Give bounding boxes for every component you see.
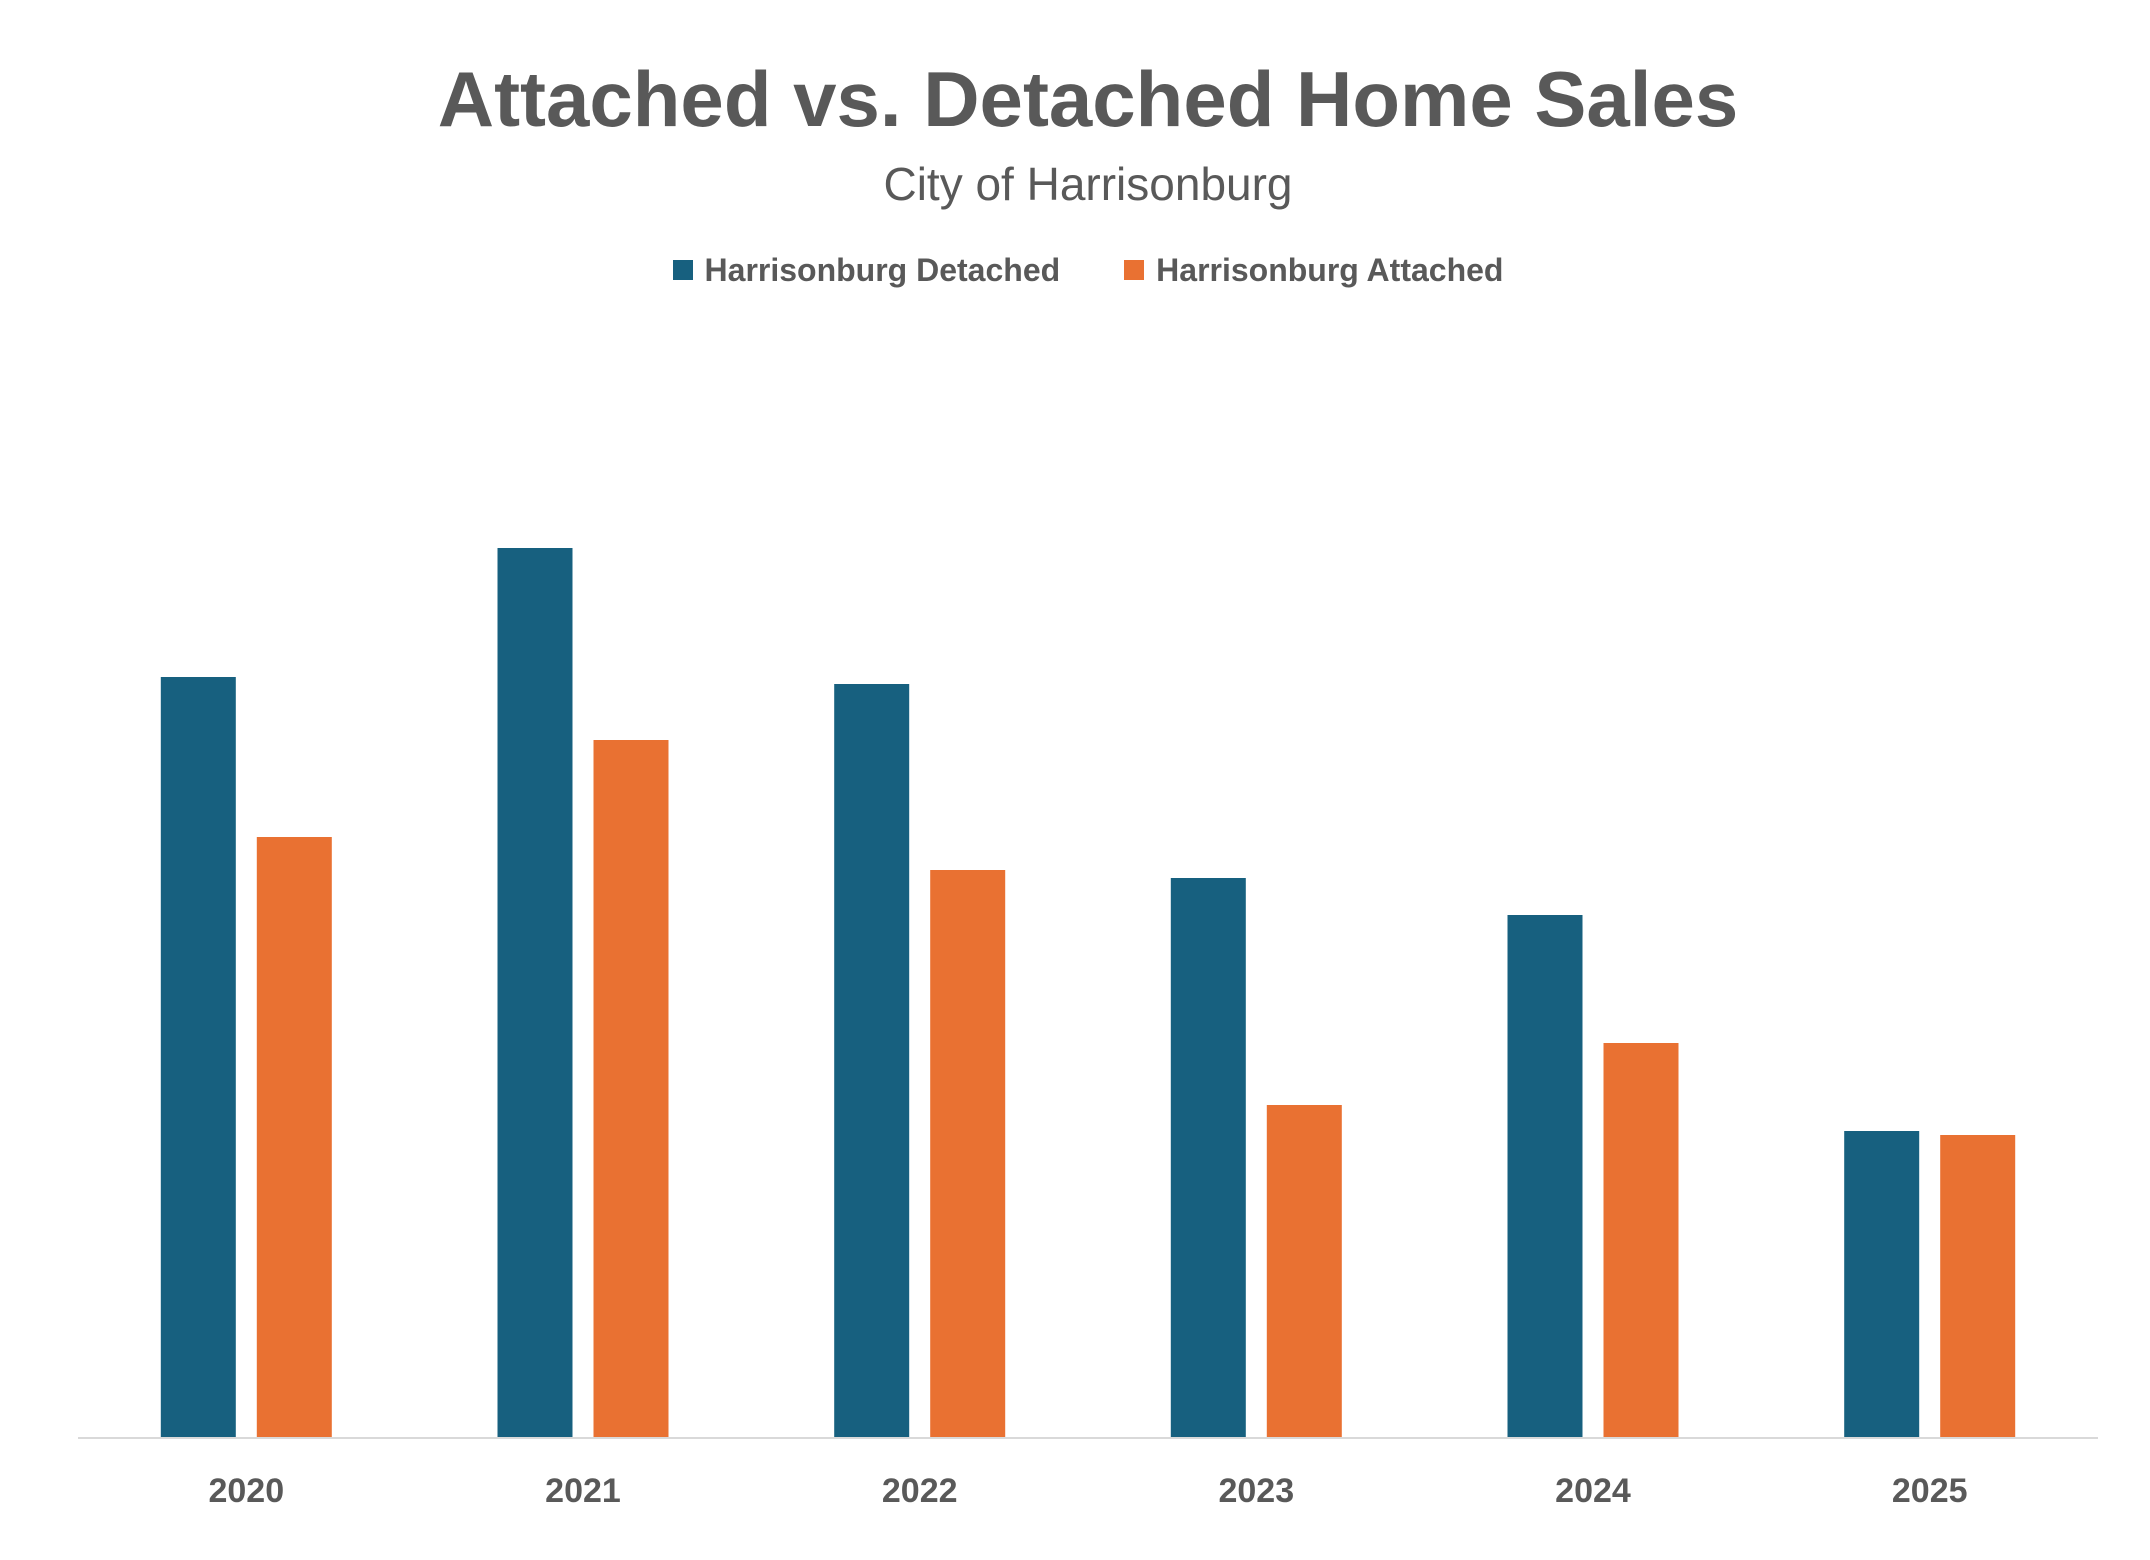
x-tick-label: 2022 [882, 1472, 958, 1510]
bar-attached-2024 [1603, 1043, 1679, 1437]
bar-detached-2023 [1170, 878, 1246, 1437]
bar-attached-2021 [593, 740, 669, 1437]
bar-attached-2022 [930, 870, 1006, 1437]
bar-detached-2021 [497, 548, 573, 1437]
legend: Harrisonburg Detached Harrisonburg Attac… [0, 250, 2150, 290]
bar-attached-2020 [256, 837, 332, 1437]
x-tick-label: 2021 [545, 1472, 621, 1510]
legend-item-detached: Harrisonburg Detached [672, 250, 1061, 290]
chart-title: Attached vs. Detached Home Sales [437, 55, 1739, 143]
legend-swatch-attached [1124, 260, 1145, 280]
bar-attached-2025 [1940, 1135, 2016, 1437]
legend-label-detached: Harrisonburg Detached [704, 252, 1061, 288]
legend-label-attached: Harrisonburg Attached [1156, 252, 1504, 288]
bar-detached-2020 [160, 677, 236, 1437]
x-tick-label: 2024 [1555, 1472, 1631, 1510]
bar-detached-2024 [1507, 915, 1583, 1437]
legend-item-attached: Harrisonburg Attached [1124, 250, 1503, 290]
bar-detached-2022 [834, 684, 910, 1437]
legend-swatch-detached [672, 260, 693, 280]
chart-subtitle: City of Harrisonburg [883, 158, 1293, 210]
bar-detached-2025 [1844, 1131, 1920, 1437]
x-tick-label: 2025 [1892, 1472, 1968, 1510]
x-tick-label: 2023 [1218, 1472, 1294, 1510]
bar-attached-2023 [1266, 1105, 1342, 1437]
x-tick-label: 2020 [208, 1472, 284, 1510]
